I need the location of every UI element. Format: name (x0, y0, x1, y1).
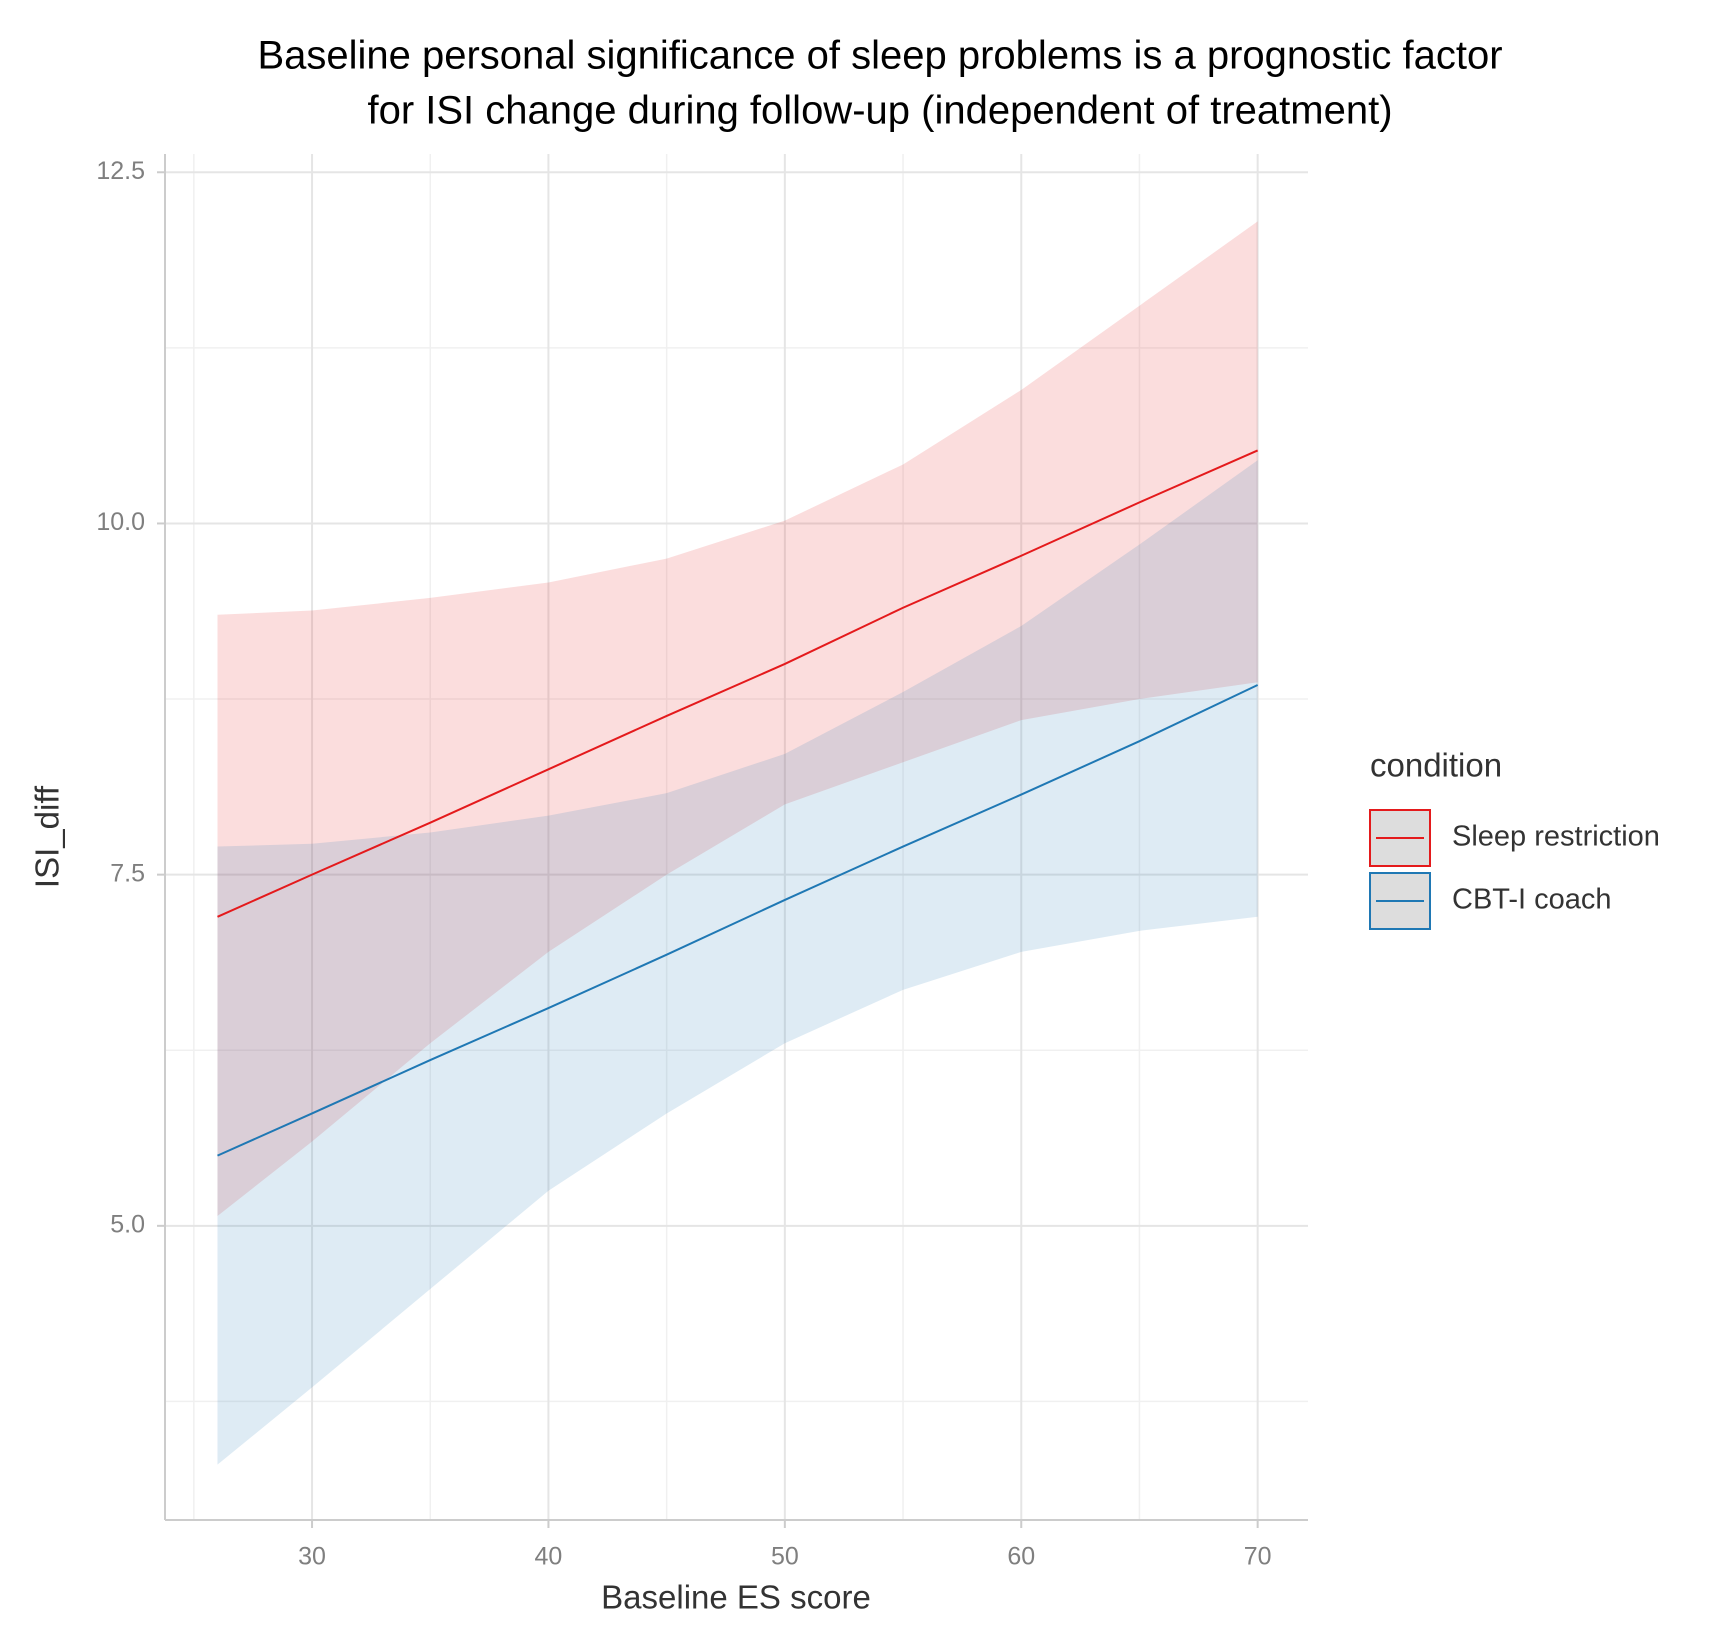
y-tick-label: 5.0 (110, 1210, 145, 1238)
x-tick-label: 70 (1244, 1543, 1272, 1571)
y-tick-label: 7.5 (110, 859, 145, 887)
confidence-band (217, 221, 1258, 1217)
x-tick-label: 50 (771, 1543, 799, 1571)
x-tick-label: 40 (535, 1543, 563, 1571)
chart-title: for ISI change during follow-up (indepen… (367, 89, 1392, 133)
line (217, 684, 1259, 1157)
x-axis-label: Baseline ES score (601, 1579, 871, 1616)
y-tick-label: 12.5 (96, 157, 145, 185)
chart-title: Baseline personal significance of sleep … (257, 34, 1502, 78)
confidence-band (217, 460, 1258, 1465)
line (217, 449, 1259, 918)
legend-label: CBT-I coach (1452, 884, 1612, 916)
x-tick-label: 30 (298, 1543, 326, 1571)
y-axis-label: ISI_diff (29, 785, 66, 888)
legend-label: Sleep restriction (1452, 821, 1660, 853)
x-tick-label: 60 (1007, 1543, 1035, 1571)
legend-title: condition (1370, 747, 1502, 784)
y-tick-label: 10.0 (96, 508, 145, 536)
